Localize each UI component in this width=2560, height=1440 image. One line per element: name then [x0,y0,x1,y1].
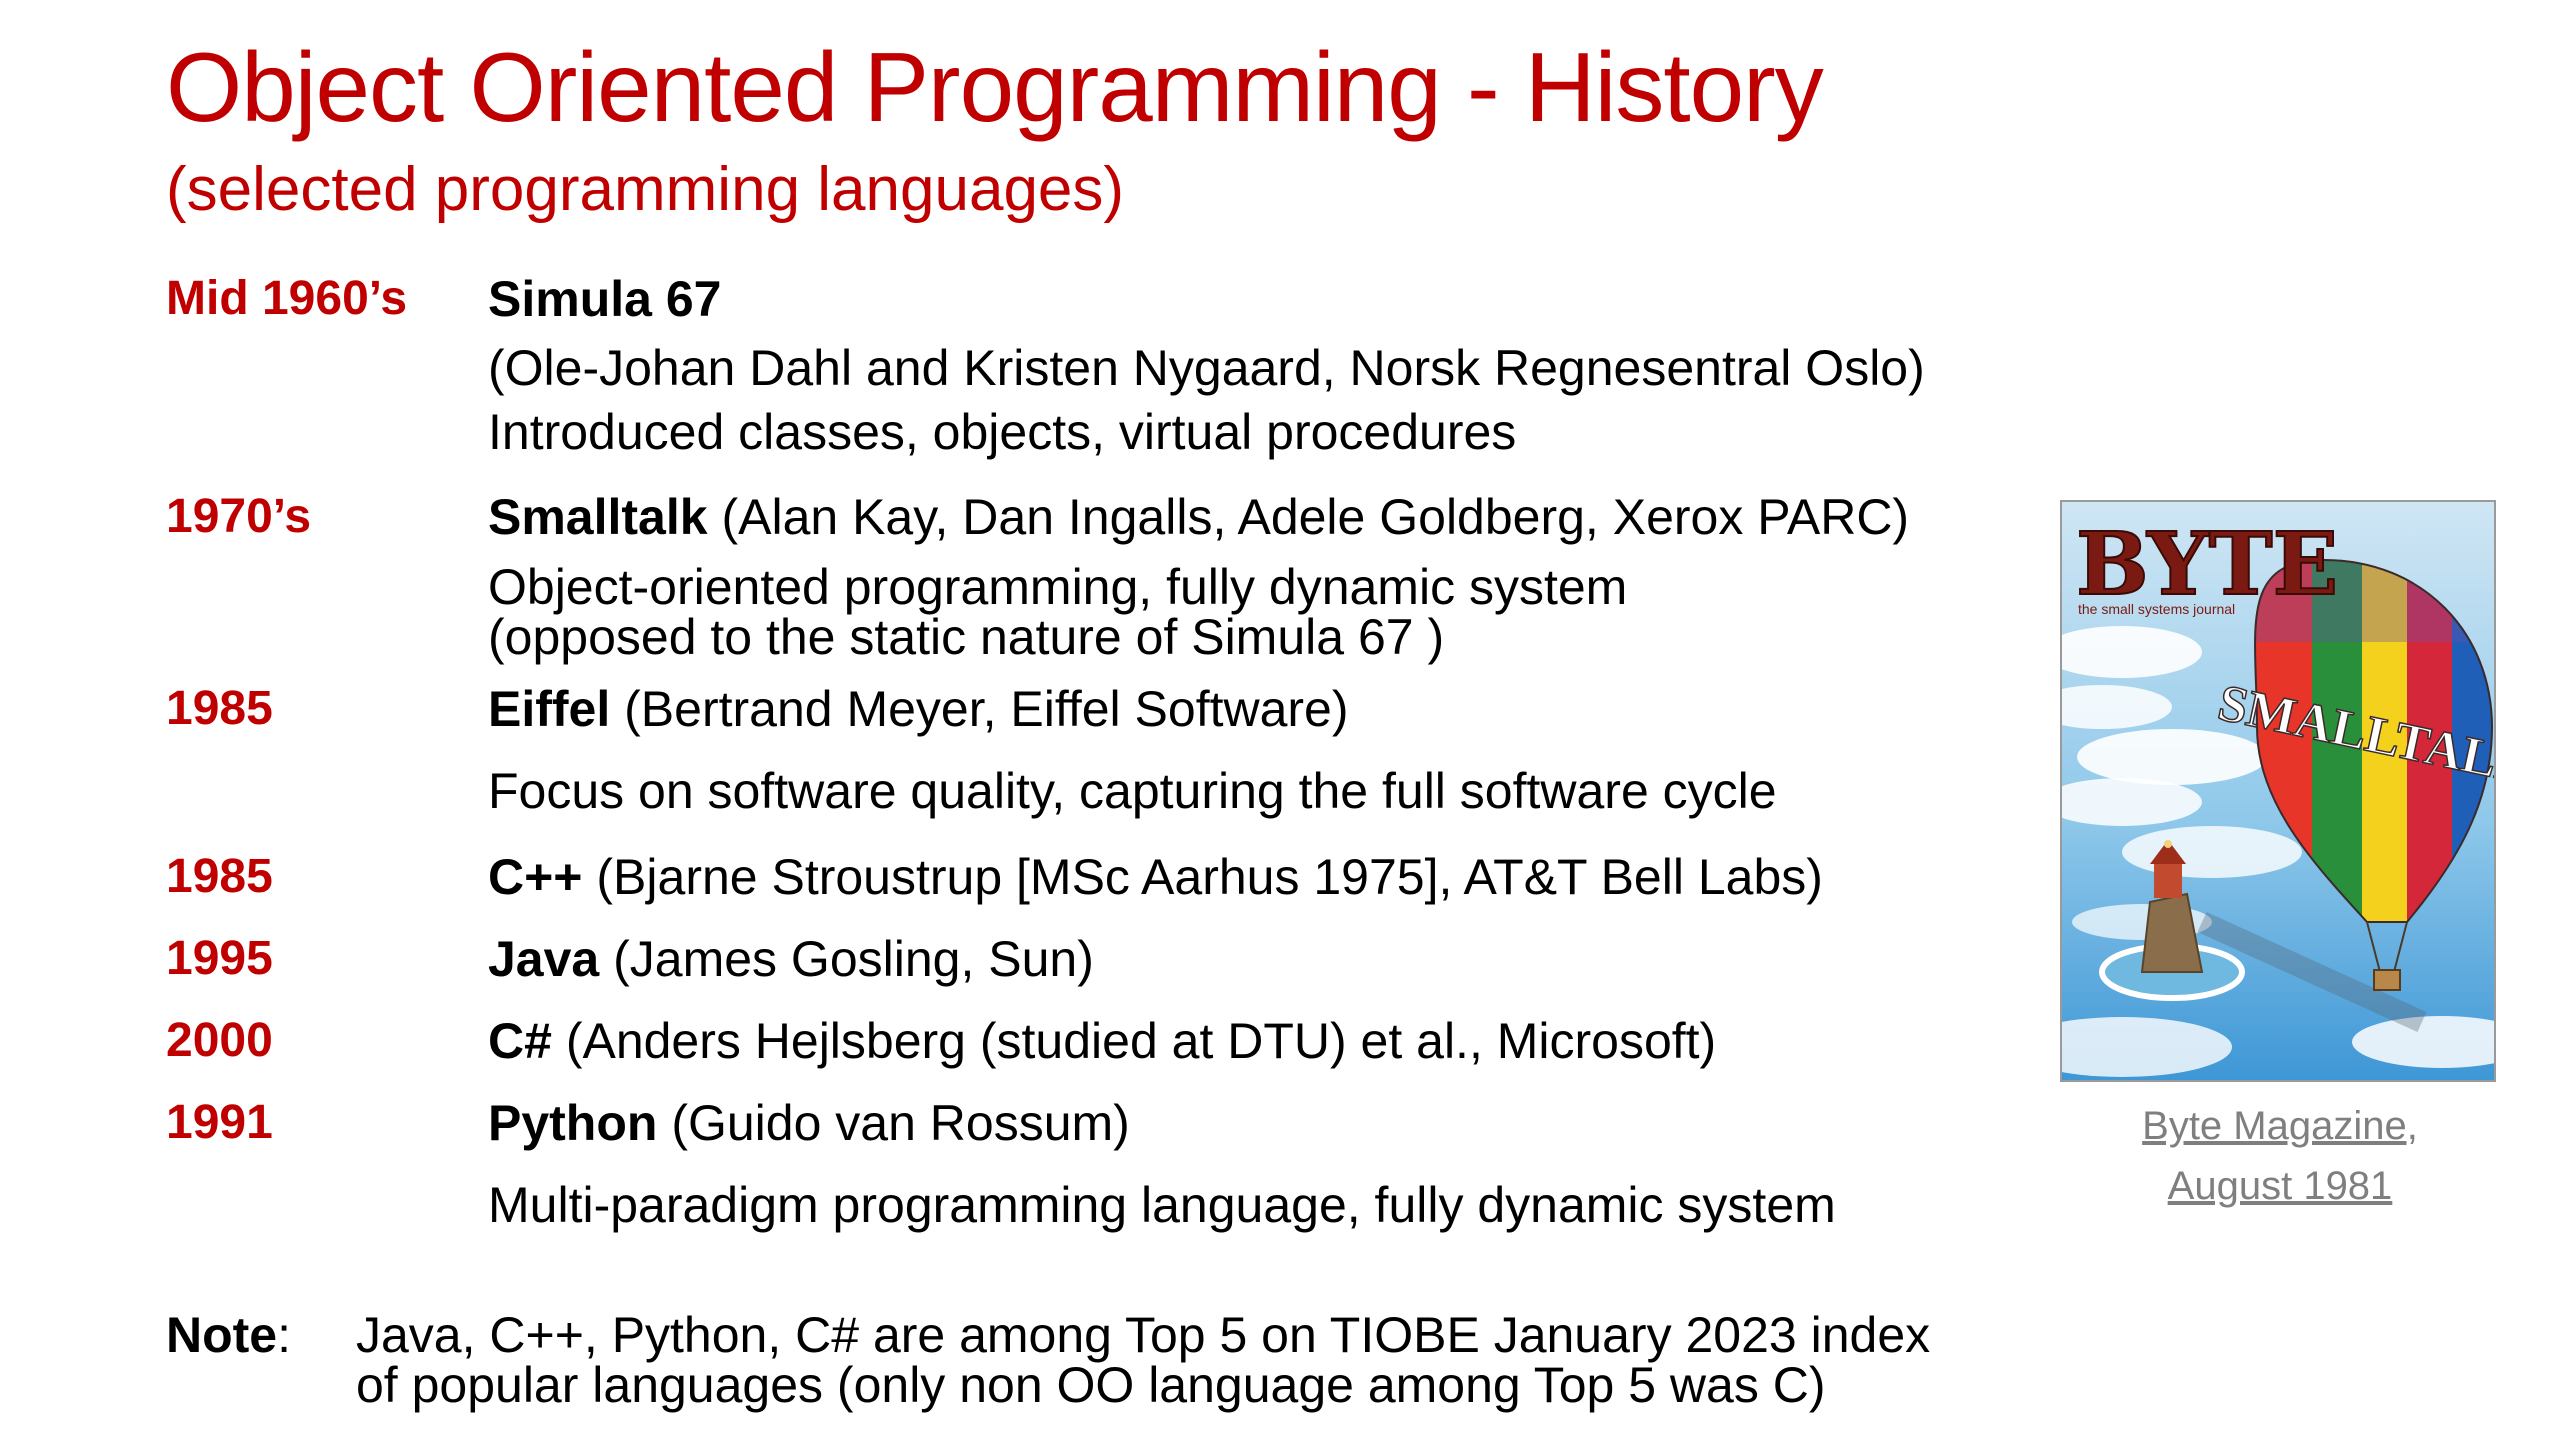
caption-line[interactable]: August 1981 [2167,1164,2393,1208]
cover-tagline: the small systems journal [2078,601,2235,617]
language-name: Eiffel [488,681,611,737]
timeline-entry-cpp: 1985 C++ (Bjarne Stroustrup [MSc Aarhus … [166,836,2026,918]
language-authors: (Bertrand Meyer, Eiffel Software) [610,681,1349,737]
note: Note: Java, C++, Python, C# are among To… [166,1310,1930,1410]
timeline-entry-csharp: 2000 C# (Anders Hejlsberg (studied at DT… [166,1000,2026,1082]
language-name: Java [488,931,600,987]
slide-title: Object Oriented Programming - History [166,32,1824,142]
entry-year: Mid 1960’s [166,272,408,325]
timeline-entry-simula: Mid 1960’s Simula 67 (Ole-Johan Dahl and… [166,262,2026,480]
language-name: Smalltalk [488,489,708,545]
entry-detail: Focus on software quality, capturing the… [488,763,1777,819]
entry-year: 1970’s [166,490,312,543]
note-line: of popular languages (only non OO langua… [356,1357,1826,1413]
language-authors: (Bjarne Stroustrup [MSc Aarhus 1975], AT… [582,849,1823,905]
entry-detail: Object-oriented programming, fully dynam… [488,559,1628,615]
language-name: C++ [488,849,583,905]
timeline: Mid 1960’s Simula 67 (Ole-Johan Dahl and… [166,262,2026,1246]
entry-detail: Introduced classes, objects, virtual pro… [488,404,1517,460]
entry-year: 1985 [166,850,273,903]
entry-year: 2000 [166,1014,273,1067]
timeline-entry-smalltalk: 1970’s Smalltalk (Alan Kay, Dan Ingalls,… [166,480,2026,672]
slide-subtitle: (selected programming languages) [166,155,1125,224]
language-authors: (James Gosling, Sun) [599,931,1094,987]
entry-detail: Multi-paradigm programming language, ful… [488,1177,1836,1233]
timeline-entry-java: 1995 Java (James Gosling, Sun) [166,918,2026,1000]
entry-year: 1995 [166,932,273,985]
note-label: Note [166,1307,278,1363]
language-authors: (Anders Hejlsberg (studied at DTU) et al… [551,1013,1717,1069]
image-caption[interactable]: Byte Magazine, August 1981 [2040,1096,2520,1216]
language-name: Python [488,1095,658,1151]
byte-magazine-cover-image: SMALLTALK BYTE the small systems journal [2060,500,2496,1082]
caption-line[interactable]: Byte Magazine, [2142,1104,2418,1148]
entry-detail: (Ole-Johan Dahl and Kristen Nygaard, Nor… [488,340,1925,396]
entry-year: 1991 [166,1096,273,1149]
note-line: Java, C++, Python, C# are among Top 5 on… [356,1307,1931,1363]
language-authors: (Guido van Rossum) [657,1095,1130,1151]
note-colon: : [277,1307,292,1363]
timeline-entry-python: 1991 Python (Guido van Rossum) Multi-par… [166,1082,2026,1246]
note-text: Java, C++, Python, C# are among Top 5 on… [356,1310,1930,1410]
entry-detail: (opposed to the static nature of Simula … [488,609,1445,665]
language-name: Simula 67 [488,271,722,327]
timeline-entry-eiffel: 1985 Eiffel (Bertrand Meyer, Eiffel Soft… [166,672,2026,836]
language-name: C# [488,1013,552,1069]
cover-masthead: BYTE [2076,514,2338,615]
entry-year: 1985 [166,682,273,735]
language-authors: (Alan Kay, Dan Ingalls, Adele Goldberg, … [707,489,1910,545]
